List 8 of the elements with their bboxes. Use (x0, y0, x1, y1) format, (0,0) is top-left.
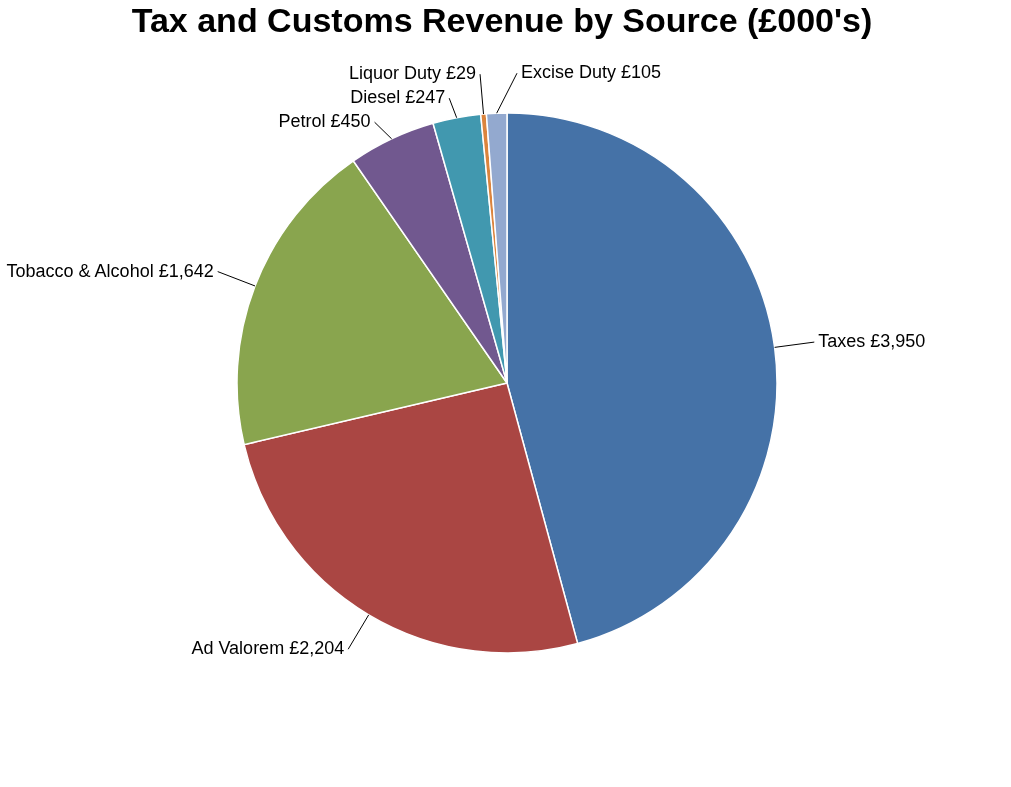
chart-title: Tax and Customs Revenue by Source (£000's) (131, 1, 873, 39)
slice-label: Excise Duty £105 (521, 62, 662, 83)
slice-label: Tobacco & Alcohol £1,642 (6, 260, 214, 281)
slice-label: Ad Valorem £2,204 (191, 638, 345, 659)
slice-label: Diesel £247 (350, 87, 446, 108)
slice-label: Liquor Duty £29 (348, 63, 477, 84)
slice-label: Petrol £450 (278, 111, 371, 132)
slice-label: Taxes £3,950 (818, 331, 926, 352)
